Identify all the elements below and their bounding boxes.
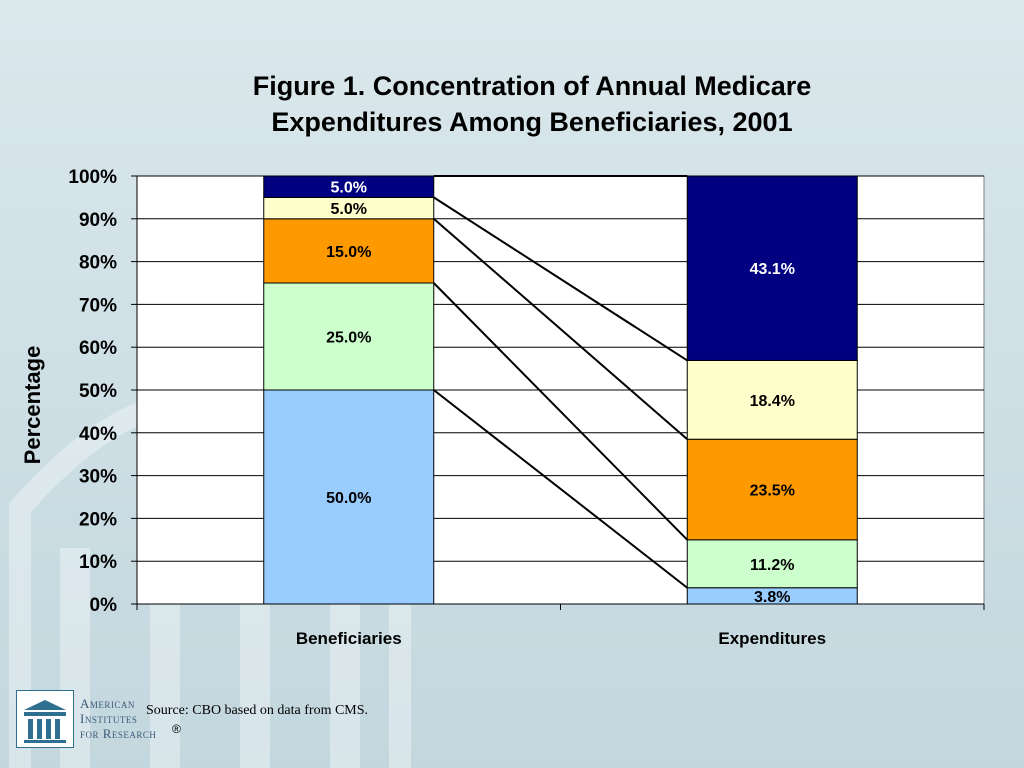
- connector-lines: [433, 175, 688, 589]
- data-label: 43.1%: [750, 261, 795, 278]
- segment-labels: 50.0% 25.0% 15.0% 5.0% 5.0% 3.8% 11.2% 23.5% 18.…: [326, 180, 795, 606]
- chart-title-line-2: Expenditures Among Beneficiaries, 2001: [271, 107, 793, 137]
- connector-line: [433, 389, 688, 589]
- org-line-3: for Research: [80, 726, 157, 741]
- y-tick-label: 50%: [79, 381, 117, 402]
- org-line-2: Institutes: [80, 711, 138, 726]
- bar-segment: [686, 539, 858, 589]
- data-label: 50.0%: [326, 490, 371, 507]
- registered-mark: ®: [172, 722, 181, 736]
- org-line-1: American: [80, 696, 135, 711]
- stacked-bar-chart: 0% 10% 20% 30% 40% 50% 60% 70% 80% 90% 100% 50.0% 2…: [20, 167, 985, 648]
- x-tick-label: Beneficiaries: [296, 629, 402, 648]
- source-note: Source: CBO based on data from CMS.: [146, 703, 369, 718]
- x-axis: Beneficiaries Expenditures: [136, 603, 985, 648]
- bar-segment: [686, 359, 858, 440]
- bar-segment: [686, 438, 858, 541]
- data-label: 3.8%: [754, 589, 790, 606]
- bar-segment: [263, 175, 435, 198]
- organization-name: American Institutes for Research: [80, 696, 156, 741]
- data-label: 15.0%: [326, 244, 371, 261]
- y-tick-label: 0%: [90, 595, 118, 616]
- bar-segment: [263, 282, 435, 391]
- data-label: 5.0%: [331, 180, 367, 197]
- y-axis-title: Percentage: [20, 346, 45, 465]
- y-tick-label: 80%: [79, 253, 117, 274]
- connector-line: [433, 196, 688, 362]
- data-label: 18.4%: [750, 393, 795, 410]
- data-label: 11.2%: [750, 557, 794, 574]
- data-label: 5.0%: [331, 201, 367, 218]
- y-tick-label: 20%: [79, 509, 117, 530]
- y-tick-label: 30%: [79, 467, 117, 488]
- y-tick-label: 70%: [79, 295, 117, 316]
- bar-segment: [686, 175, 858, 361]
- y-axis-ticks: 0% 10% 20% 30% 40% 50% 60% 70% 80% 90% 100%: [68, 167, 138, 616]
- bars: [263, 175, 858, 605]
- bar-segment: [263, 218, 435, 284]
- y-tick-label: 10%: [79, 552, 117, 573]
- connector-line: [433, 218, 688, 440]
- y-tick-label: 60%: [79, 338, 117, 359]
- y-tick-label: 100%: [68, 167, 117, 188]
- y-tick-label: 90%: [79, 210, 117, 231]
- x-tick-label: Expenditures: [718, 629, 826, 648]
- bar-segment: [263, 389, 435, 605]
- chart-title-line-1: Figure 1. Concentration of Annual Medica…: [252, 71, 812, 101]
- data-label: 23.5%: [750, 483, 795, 500]
- air-logo-icon: [16, 690, 74, 748]
- connector-line: [433, 282, 688, 541]
- data-label: 25.0%: [326, 330, 371, 347]
- chart-title: Figure 1. Concentration of Annual Medica…: [0, 68, 1024, 140]
- y-tick-label: 40%: [79, 424, 117, 445]
